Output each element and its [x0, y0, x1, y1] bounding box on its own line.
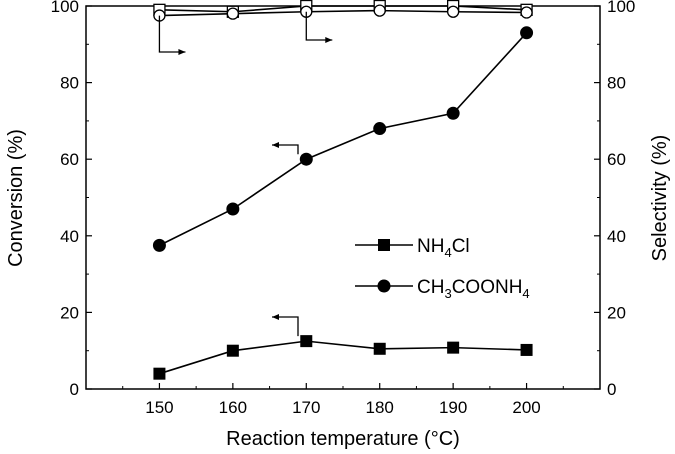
x-tick-label: 190: [439, 398, 467, 417]
right-y-tick-label: 60: [607, 150, 626, 169]
right-y-tick-label: 40: [607, 227, 626, 246]
right-y-tick-label: 20: [607, 303, 626, 322]
data-point-open-circle: [446, 5, 460, 18]
data-point-open-circle: [373, 4, 386, 17]
data-point-square: [520, 343, 533, 356]
data-point-open-circle: [520, 6, 533, 19]
series-line-ch3coonh4-sel: [159, 9, 527, 17]
legend-nh4cl-sub: 4: [444, 245, 451, 260]
data-point-square: [153, 367, 166, 380]
x-tick-label: 170: [292, 398, 320, 417]
x-axis-title: Reaction temperature (°C): [226, 428, 460, 450]
x-tick-label: 200: [512, 398, 540, 417]
legend-label-ch3coonh4: CH3COONH4: [417, 277, 530, 301]
left-y-tick-label: 40: [60, 227, 79, 246]
legend-marker-circle: [377, 279, 391, 293]
axis-ticks: 150 160 170 180 190 200 0 20 40 60 80 100 0 20 40 60 80 1…: [51, 0, 636, 417]
arrow-head: [272, 314, 279, 320]
arrow-line: [272, 144, 299, 155]
series-line-nh4cl: [159, 340, 527, 375]
legend-nh4cl-rest: Cl: [452, 236, 470, 257]
data-point-square: [447, 341, 460, 354]
arrow-line: [272, 316, 299, 337]
right-y-tick-label: 0: [607, 380, 616, 399]
series-ch3coonh4: [152, 26, 534, 252]
data-point-square: [226, 344, 239, 357]
data-point-square: [300, 335, 313, 348]
arrow-left-nh4cl: [272, 314, 299, 337]
legend-label-nh4cl: NH4Cl: [417, 236, 470, 260]
legend-item-ch3coonh4: CH3COONH4: [355, 277, 530, 301]
arrow-right-nh4cl: [305, 11, 333, 43]
series-line-ch3coonh4: [159, 32, 528, 247]
data-point-circle: [226, 202, 240, 216]
series-nh4cl: [153, 335, 533, 380]
axis-indicator-arrows: [158, 11, 333, 337]
legend-nh4cl-base: NH: [417, 236, 444, 257]
left-y-tick-label: 0: [70, 380, 79, 399]
data-point-circle: [299, 152, 313, 166]
legend-ch3-sub2: 4: [522, 286, 529, 301]
legend-ch3-mid: COONH: [452, 277, 523, 298]
legend-marker-square: [378, 239, 390, 251]
plot-frame: [85, 5, 601, 390]
arrow-head: [325, 37, 333, 43]
series-layer: [152, 0, 534, 380]
x-tick-label: 160: [219, 398, 247, 417]
data-point-open-circle: [226, 7, 240, 20]
x-tick-label: 180: [366, 398, 394, 417]
legend: NH4Cl CH3COONH4: [355, 236, 530, 301]
left-axis-title: Conversion (%): [5, 129, 27, 267]
arrow-line: [158, 15, 186, 53]
arrow-head: [272, 142, 279, 148]
arrow-line: [305, 11, 333, 41]
data-point-square: [373, 342, 386, 355]
left-y-tick-label: 100: [51, 0, 79, 16]
right-y-tick-label: 100: [607, 0, 635, 16]
x-tick-label: 150: [145, 398, 173, 417]
left-y-tick-label: 80: [60, 74, 79, 93]
left-y-tick-label: 60: [60, 150, 79, 169]
right-y-tick-label: 80: [607, 74, 626, 93]
arrow-head: [178, 49, 186, 55]
arrow-left-ch3coonh4: [272, 142, 299, 155]
legend-ch3-base: CH: [417, 277, 444, 298]
legend-item-nh4cl: NH4Cl: [355, 236, 470, 260]
data-point-circle: [152, 238, 166, 252]
data-point-circle: [520, 26, 534, 40]
data-point-circle: [373, 122, 387, 136]
series-ch3coonh4-sel: [153, 4, 533, 22]
legend-ch3-sub1: 3: [444, 286, 451, 301]
left-y-tick-label: 20: [60, 303, 79, 322]
right-axis-title: Selectivity (%): [649, 135, 671, 262]
data-point-circle: [446, 106, 460, 120]
series-line-nh4cl-sel: [159, 5, 527, 13]
arrow-right-ch3coonh4: [158, 15, 186, 55]
